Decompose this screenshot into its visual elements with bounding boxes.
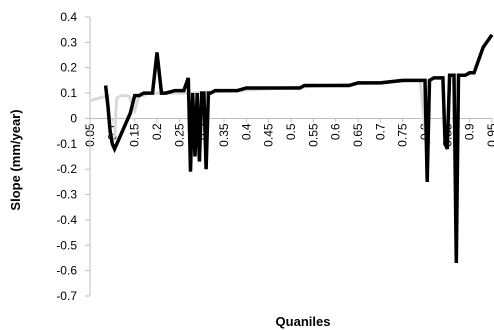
y-axis-title: Slope (mm/year) <box>8 109 23 210</box>
x-tick-label: 0.2 <box>150 123 164 140</box>
x-tick-label: 0.4 <box>239 123 253 140</box>
x-tick-label: 0.7 <box>373 123 387 140</box>
x-tick-label: 0.25 <box>172 123 186 147</box>
y-tick-label: 0.3 <box>60 35 77 49</box>
series-line-2 <box>103 33 494 264</box>
x-tick-label: 0.45 <box>262 123 276 147</box>
y-tick-label: 0.2 <box>60 61 77 75</box>
x-tick-label: 0.9 <box>463 123 477 140</box>
x-axis-title: Quaniles <box>276 314 331 329</box>
y-tick-label: 0.1 <box>60 86 77 100</box>
x-tick-label: 0.35 <box>217 123 231 147</box>
y-tick-label: -0.4 <box>56 213 77 227</box>
y-tick-label: -0.2 <box>56 162 77 176</box>
y-tick-label: 0 <box>70 111 77 125</box>
x-tick-label: 0.55 <box>306 123 320 147</box>
y-tick-label: -0.7 <box>56 289 77 303</box>
x-tick-label: 0.75 <box>396 123 410 147</box>
y-tick-label: -0.6 <box>56 264 77 278</box>
x-tick-label: 0.95 <box>485 123 494 147</box>
y-tick-label: -0.1 <box>56 137 77 151</box>
x-tick-label: 0.6 <box>329 123 343 140</box>
x-tick-label: 0.65 <box>351 123 365 147</box>
y-tick-label: 0.4 <box>60 10 77 24</box>
x-tick-label: 0.15 <box>128 123 142 147</box>
x-tick-label: 0.5 <box>284 123 298 140</box>
y-tick-label: -0.5 <box>56 238 77 252</box>
y-tick-label: -0.3 <box>56 188 77 202</box>
